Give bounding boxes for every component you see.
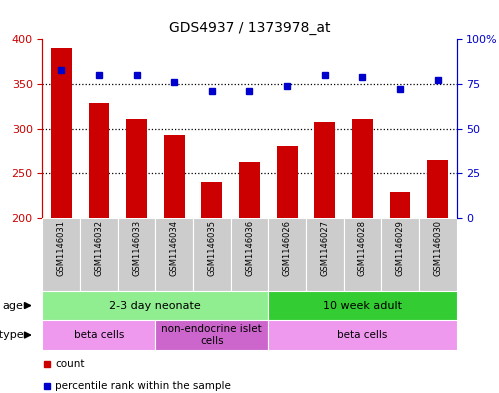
- Bar: [42, 291, 268, 320]
- Text: GSM1146034: GSM1146034: [170, 220, 179, 276]
- Text: GSM1146029: GSM1146029: [396, 220, 405, 276]
- Bar: [239, 162, 260, 218]
- Bar: [126, 119, 147, 218]
- Bar: [268, 218, 306, 291]
- Bar: [314, 123, 335, 218]
- Text: GSM1146033: GSM1146033: [132, 220, 141, 276]
- Bar: [193, 218, 231, 291]
- Bar: [268, 291, 457, 320]
- Bar: [419, 218, 457, 291]
- Bar: [231, 218, 268, 291]
- Text: percentile rank within the sample: percentile rank within the sample: [55, 381, 232, 391]
- Title: GDS4937 / 1373978_at: GDS4937 / 1373978_at: [169, 22, 330, 35]
- Text: GSM1146031: GSM1146031: [57, 220, 66, 276]
- Bar: [277, 146, 297, 218]
- Text: 2-3 day neonate: 2-3 day neonate: [109, 301, 201, 310]
- Text: cell type: cell type: [0, 330, 23, 340]
- Bar: [202, 182, 222, 218]
- Bar: [51, 48, 71, 218]
- Bar: [390, 192, 411, 218]
- Bar: [381, 218, 419, 291]
- Bar: [88, 103, 109, 218]
- Text: beta cells: beta cells: [74, 330, 124, 340]
- Bar: [268, 320, 457, 350]
- Text: GSM1146032: GSM1146032: [94, 220, 103, 276]
- Text: non-endocrine islet
cells: non-endocrine islet cells: [162, 324, 262, 346]
- Text: GSM1146035: GSM1146035: [208, 220, 217, 276]
- Bar: [344, 218, 381, 291]
- Text: count: count: [55, 359, 85, 369]
- Text: GSM1146030: GSM1146030: [433, 220, 442, 276]
- Text: GSM1146027: GSM1146027: [320, 220, 329, 276]
- Text: age: age: [2, 301, 23, 310]
- Bar: [352, 119, 373, 218]
- Text: GSM1146028: GSM1146028: [358, 220, 367, 276]
- Text: GSM1146026: GSM1146026: [282, 220, 291, 276]
- Bar: [42, 218, 80, 291]
- Bar: [118, 218, 155, 291]
- Bar: [155, 320, 268, 350]
- Bar: [80, 218, 118, 291]
- Text: 10 week adult: 10 week adult: [323, 301, 402, 310]
- Bar: [164, 135, 185, 218]
- Bar: [42, 320, 155, 350]
- Text: beta cells: beta cells: [337, 330, 388, 340]
- Bar: [428, 160, 448, 218]
- Bar: [306, 218, 344, 291]
- Bar: [155, 218, 193, 291]
- Text: GSM1146036: GSM1146036: [245, 220, 254, 276]
